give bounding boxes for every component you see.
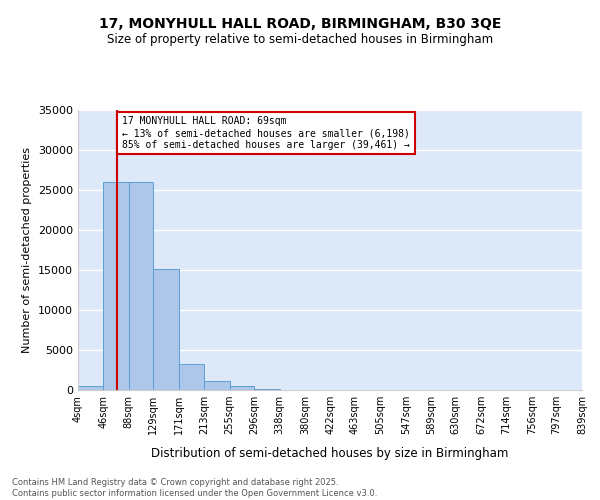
Text: 17 MONYHULL HALL ROAD: 69sqm
← 13% of semi-detached houses are smaller (6,198)
8: 17 MONYHULL HALL ROAD: 69sqm ← 13% of se… xyxy=(122,116,410,150)
Bar xyxy=(179,364,204,390)
Y-axis label: Number of semi-detached properties: Number of semi-detached properties xyxy=(22,147,32,353)
Bar xyxy=(129,182,154,390)
Bar xyxy=(230,386,254,390)
Text: Distribution of semi-detached houses by size in Birmingham: Distribution of semi-detached houses by … xyxy=(151,448,509,460)
Text: Size of property relative to semi-detached houses in Birmingham: Size of property relative to semi-detach… xyxy=(107,32,493,46)
Text: Contains HM Land Registry data © Crown copyright and database right 2025.
Contai: Contains HM Land Registry data © Crown c… xyxy=(12,478,377,498)
Bar xyxy=(204,381,230,390)
Bar xyxy=(78,386,103,390)
Bar xyxy=(154,269,179,390)
Bar xyxy=(103,182,129,390)
Text: 17, MONYHULL HALL ROAD, BIRMINGHAM, B30 3QE: 17, MONYHULL HALL ROAD, BIRMINGHAM, B30 … xyxy=(99,18,501,32)
